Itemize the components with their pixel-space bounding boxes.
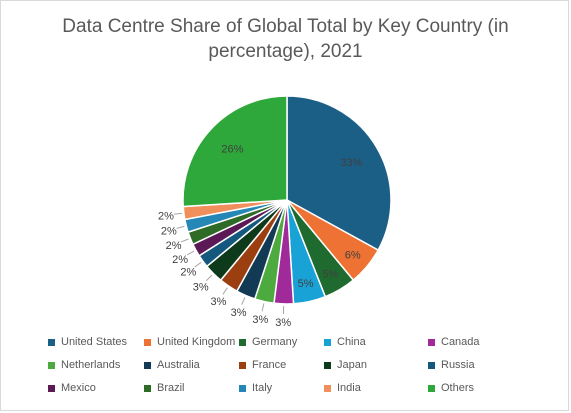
legend-label: Australia — [157, 359, 200, 371]
legend-swatch — [239, 338, 246, 346]
legend-label: India — [337, 382, 361, 394]
legend-label: Italy — [252, 382, 273, 394]
leader-line — [222, 287, 228, 295]
data-label-russia: 2% — [180, 267, 196, 279]
pie-slice-united-states — [286, 95, 392, 252]
legend-swatch — [144, 338, 151, 346]
legend-item-japan: Japan — [324, 359, 367, 371]
chart-title-line2: percentage), 2021 — [208, 41, 363, 62]
legend-item-india: India — [324, 382, 361, 394]
legend-label: Russia — [441, 359, 475, 371]
legend-label: China — [337, 336, 366, 348]
legend-label: Germany — [252, 336, 298, 348]
legend-swatch — [239, 361, 246, 369]
leader-line — [186, 250, 195, 256]
legend-swatch — [324, 384, 331, 392]
data-label-united-states: 33% — [340, 157, 362, 169]
leader-line — [206, 274, 213, 281]
legend-label: Others — [441, 382, 475, 394]
legend-item-netherlands: Netherlands — [48, 359, 120, 371]
data-label-netherlands: 3% — [252, 314, 268, 326]
legend-item-brazil: Brazil — [144, 382, 185, 394]
legend-item-canada: Canada — [428, 336, 480, 348]
legend-item-france: France — [239, 359, 286, 371]
legend-item-united-kingdom: United Kingdom — [144, 336, 235, 348]
legend-item-others: Others — [428, 382, 474, 394]
leader-line — [241, 297, 246, 305]
data-label-germany: 5% — [322, 268, 338, 280]
data-label-canada: 3% — [275, 317, 291, 329]
leader-line — [261, 303, 265, 312]
leader-line — [173, 212, 182, 215]
legend-item-mexico: Mexico — [48, 382, 96, 394]
data-label-mexico: 2% — [172, 254, 188, 266]
data-label-china: 5% — [298, 278, 314, 290]
leader-line — [180, 238, 189, 243]
legend-swatch — [144, 361, 151, 369]
legend-label: Mexico — [61, 382, 96, 394]
legend-label: United States — [61, 336, 128, 348]
legend-label: Canada — [441, 336, 480, 348]
legend-swatch — [428, 361, 435, 369]
legend-swatch — [239, 384, 246, 392]
chart-title: Data Centre Share of Global Total by Key… — [0, 14, 571, 64]
legend-swatch — [144, 384, 151, 392]
leader-line — [194, 261, 202, 268]
legend-swatch — [428, 338, 435, 346]
legend-swatch — [324, 338, 331, 346]
legend-item-australia: Australia — [144, 359, 200, 371]
chart-title-line1: Data Centre Share of Global Total by Key… — [62, 16, 509, 37]
legend-item-germany: Germany — [239, 336, 297, 348]
data-label-brazil: 2% — [166, 240, 182, 252]
data-label-india: 2% — [158, 210, 174, 222]
data-label-others: 26% — [221, 144, 243, 156]
legend-label: France — [252, 359, 287, 371]
data-label-japan: 3% — [193, 281, 209, 293]
data-label-france: 3% — [210, 296, 226, 308]
legend-swatch — [48, 338, 55, 346]
legend-item-russia: Russia — [428, 359, 475, 371]
data-label-australia: 3% — [231, 307, 247, 319]
legend-item-china: China — [324, 336, 366, 348]
leader-line — [176, 225, 185, 229]
legend-swatch — [48, 384, 55, 392]
legend-item-united-states: United States — [48, 336, 127, 348]
data-label-italy: 2% — [161, 225, 177, 237]
legend-label: Netherlands — [61, 359, 121, 371]
legend-swatch — [324, 361, 331, 369]
pie-slice-others — [182, 95, 288, 208]
legend-swatch — [428, 384, 435, 392]
legend-label: Brazil — [157, 382, 185, 394]
legend-label: United Kingdom — [157, 336, 236, 348]
legend-swatch — [48, 361, 55, 369]
legend-label: Japan — [337, 359, 367, 371]
legend-item-italy: Italy — [239, 382, 272, 394]
data-label-united-kingdom: 6% — [345, 249, 361, 261]
